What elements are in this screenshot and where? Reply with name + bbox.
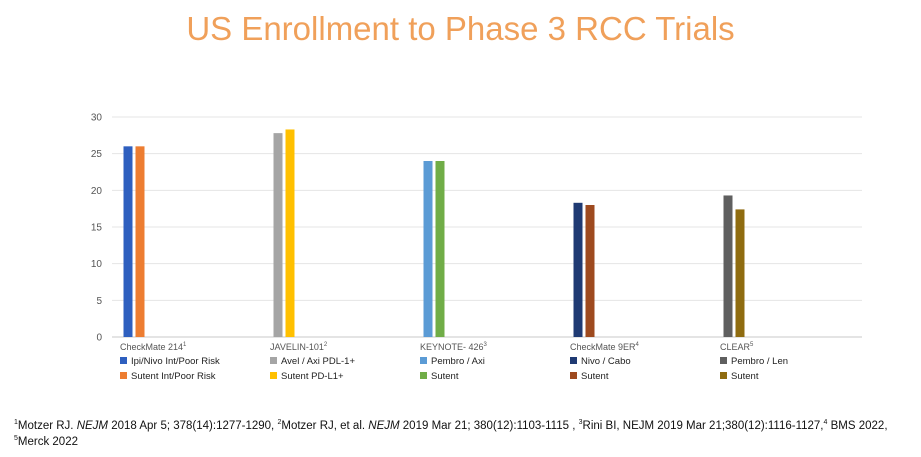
bar — [423, 161, 433, 337]
footnote-segment: 3 — [578, 419, 583, 427]
legend-swatch — [270, 357, 277, 364]
legend-label: Nivo / Cabo — [581, 356, 631, 367]
legend-label: Pembro / Axi — [431, 356, 485, 367]
footnote-segment: Merck 2022 — [17, 436, 78, 448]
footnote-segment: 2018 Apr 5; 378(14):1277-1290, — [108, 420, 278, 432]
legend-swatch — [420, 357, 427, 364]
footnote-segment: 4 — [823, 419, 828, 427]
category-label: CheckMate 9ER4 — [570, 342, 640, 352]
bar — [285, 129, 295, 337]
legend-label: Sutent — [581, 371, 609, 382]
footnote-segment: NEJM — [76, 420, 109, 432]
legend-label: Ipi/Nivo Int/Poor Risk — [131, 356, 220, 367]
footnote-segment: Motzer RJ, et al. — [281, 420, 369, 432]
bar — [123, 146, 133, 337]
legend-swatch — [420, 372, 427, 379]
legend-swatch — [120, 357, 127, 364]
category-label: JAVELIN-1012 — [270, 342, 328, 352]
footnote-segment: BMS 2022, — [827, 420, 888, 432]
category-label: CLEAR5 — [720, 342, 754, 352]
legend-swatch — [720, 357, 727, 364]
y-tick-label: 25 — [91, 149, 103, 160]
y-tick-label: 30 — [91, 113, 103, 124]
y-tick-label: 5 — [96, 296, 102, 307]
bar — [735, 209, 745, 337]
footnote-segment: NEJM — [368, 420, 400, 432]
legend-swatch — [120, 372, 127, 379]
legend-swatch — [720, 372, 727, 379]
legend-swatch — [570, 372, 577, 379]
footnote-segment: 1 — [14, 419, 18, 427]
legend-swatch — [270, 372, 277, 379]
y-tick-label: 10 — [91, 259, 103, 270]
legend-label: Avel / Axi PDL-1+ — [281, 356, 355, 367]
bar — [273, 133, 283, 337]
footnote-segment: Motzer RJ. — [17, 420, 77, 432]
bar — [435, 161, 445, 337]
chart-title: US Enrollment to Phase 3 RCC Trials — [186, 10, 735, 47]
footnote-segment: 2 — [277, 419, 282, 427]
legend-label: Sutent — [731, 371, 759, 382]
bar — [135, 146, 145, 337]
legend-label: Sutent — [431, 371, 459, 382]
category-label: KEYNOTE- 4263 — [420, 342, 488, 352]
category-label: CheckMate 2141 — [120, 342, 187, 352]
legend-label: Pembro / Len — [731, 356, 788, 367]
footnote-segment: Rini BI, NEJM 2019 Mar 21;380(12):1116-1… — [582, 420, 824, 432]
y-tick-label: 0 — [96, 333, 102, 344]
footnote-segment: 2019 Mar 21; 380(12):1103-1115 , — [399, 420, 579, 432]
legend-label: Sutent Int/Poor Risk — [131, 371, 216, 382]
y-tick-label: 20 — [91, 186, 103, 197]
bar — [573, 202, 583, 337]
references-footnote: 1Motzer RJ. NEJM 2018 Apr 5; 378(14):127… — [14, 418, 914, 450]
footnote-segment: 5 — [14, 435, 18, 443]
bar — [585, 205, 595, 337]
legend-label: Sutent PD-L1+ — [281, 371, 344, 382]
y-tick-label: 15 — [91, 223, 103, 234]
legend-swatch — [570, 357, 577, 364]
bar — [723, 195, 733, 337]
